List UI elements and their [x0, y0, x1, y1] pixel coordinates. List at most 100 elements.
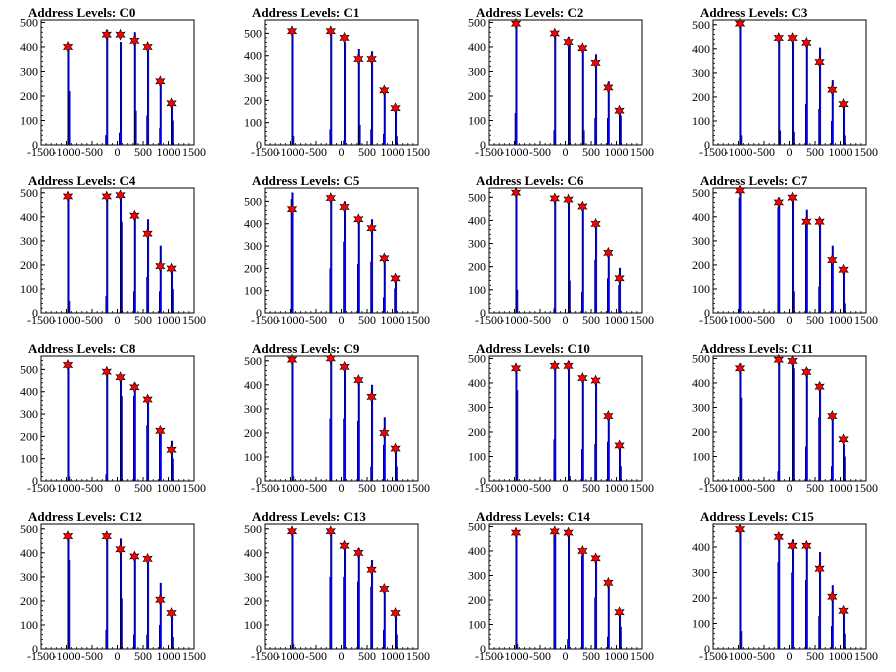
histogram-panel: Address Levels: C1 0 100 200 300 400 500 -1500-… [224, 0, 448, 168]
x-tick-label: 1000 [605, 313, 629, 327]
peak-marker [62, 530, 74, 542]
peak-marker [325, 525, 336, 538]
y-tick-label: 500 [468, 15, 486, 29]
x-tick-label: -1500 [251, 649, 279, 663]
peak-marker [827, 83, 838, 96]
x-tick-label: 1500 [406, 649, 430, 663]
peak-marker [563, 359, 574, 372]
x-tick-label: -1500 [475, 145, 503, 159]
peak-marker [166, 97, 177, 110]
x-tick-label: 500 [134, 649, 152, 663]
peak-marker [155, 424, 166, 437]
peak-marker [773, 530, 784, 543]
x-tick-label: -500 [753, 313, 775, 327]
peak-marker [801, 215, 812, 228]
histogram-svg: 0 100 200 300 400 500 -1500-1000 -500 0 500 1000 15… [244, 352, 430, 495]
peak-marker [827, 254, 838, 267]
x-tick-label: 1000 [381, 145, 405, 159]
x-tick-label: -500 [529, 145, 551, 159]
x-tick-label: -500 [305, 481, 327, 495]
peak-marker [773, 32, 784, 44]
y-tick-label: 300 [468, 400, 486, 414]
peak-marker [339, 539, 350, 552]
peak-marker [734, 184, 746, 197]
x-tick-label: 1500 [854, 649, 878, 663]
histogram-svg: 0 100 200 300 400 500 -1500-1000 -500 0 500 1000 15… [20, 186, 206, 327]
y-tick-label: 300 [468, 568, 486, 582]
histogram-svg: 0 100 200 300 400 500 -1500-1000 -500 0 500 1000 15… [20, 522, 206, 663]
histogram-svg: 0 100 200 300 400 500 -1500-1000 -500 0 500 1000 15… [20, 15, 206, 159]
x-tick-label: -1500 [699, 313, 727, 327]
peak-marker [603, 410, 614, 422]
peak-marker [801, 539, 812, 552]
peak-marker [801, 365, 812, 378]
x-tick-label: 1500 [406, 481, 430, 495]
peak-marker [353, 53, 364, 66]
x-tick-label: 500 [358, 313, 376, 327]
peak-marker [814, 56, 825, 69]
peak-marker [390, 272, 401, 285]
y-tick-label: 200 [244, 426, 262, 440]
histogram-panel: Address Levels: C7 0 100 200 300 400 500 -1500-… [672, 168, 896, 336]
x-tick-label: -500 [305, 313, 327, 327]
peak-marker [549, 27, 560, 40]
x-tick-label: 1000 [605, 145, 629, 159]
y-tick-label: 0 [32, 474, 38, 488]
y-tick-label: 300 [20, 407, 38, 421]
y-tick-label: 400 [20, 210, 38, 224]
y-tick-label: 300 [692, 565, 710, 579]
panel-title: Address Levels: C6 [476, 173, 584, 188]
x-tick-label: -500 [753, 481, 775, 495]
peak-marker [129, 209, 140, 222]
x-tick-label: 500 [806, 313, 824, 327]
peak-marker [286, 203, 298, 216]
peak-marker [603, 576, 614, 589]
x-tick-label: 0 [787, 313, 793, 327]
peak-marker [773, 196, 784, 209]
peak-marker [510, 17, 522, 30]
y-tick-label: 400 [468, 544, 486, 558]
y-tick-label: 0 [256, 642, 262, 656]
peak-marker [734, 362, 746, 375]
y-tick-label: 0 [32, 306, 38, 320]
x-tick-label: -500 [529, 649, 551, 663]
x-tick-label: 500 [358, 481, 376, 495]
y-tick-label: 400 [692, 376, 710, 390]
peak-marker [366, 53, 377, 66]
peak-marker [577, 42, 588, 55]
y-tick-label: 500 [692, 351, 710, 365]
peak-marker [115, 189, 126, 202]
peak-marker [734, 17, 746, 30]
peak-marker [155, 260, 166, 273]
y-tick-label: 0 [480, 306, 486, 320]
y-tick-label: 100 [468, 449, 486, 463]
y-tick-label: 100 [468, 113, 486, 127]
y-tick-label: 500 [20, 186, 38, 200]
y-tick-label: 100 [692, 449, 710, 463]
histogram-svg: 0 100 200 300 400 500 -1500-1000 -500 0 500 1000 15… [692, 17, 878, 159]
x-tick-label: 0 [563, 313, 569, 327]
y-tick-label: 400 [692, 42, 710, 56]
panel-title: Address Levels: C3 [700, 5, 808, 20]
peak-marker [101, 365, 112, 378]
histogram-panel: Address Levels: C4 0 100 200 300 400 500 -1500-… [0, 168, 224, 336]
y-tick-label: 100 [468, 283, 486, 297]
peak-marker [353, 374, 364, 386]
y-tick-label: 300 [244, 402, 262, 416]
peak-marker [366, 390, 377, 403]
y-tick-label: 200 [20, 429, 38, 443]
y-tick-label: 200 [244, 93, 262, 107]
x-tick-label: 1500 [630, 313, 654, 327]
peak-marker [563, 526, 574, 539]
histogram-svg: 0 100 200 300 400 500 -1500-1000 -500 0 500 1000 15… [468, 186, 654, 327]
histogram-panel: Address Levels: C10 0 100 200 300 400 500 -1500… [448, 336, 672, 504]
peak-marker [614, 104, 625, 117]
peak-marker [814, 380, 825, 393]
peak-marker [801, 36, 812, 49]
panel-title: Address Levels: C5 [252, 173, 360, 188]
peak-marker [129, 550, 140, 563]
y-tick-label: 500 [468, 519, 486, 533]
peak-marker [286, 25, 298, 38]
histogram-panel: Address Levels: C15 0 100 200 300 400 -1500 -10… [672, 504, 896, 672]
peak-marker [353, 213, 364, 226]
